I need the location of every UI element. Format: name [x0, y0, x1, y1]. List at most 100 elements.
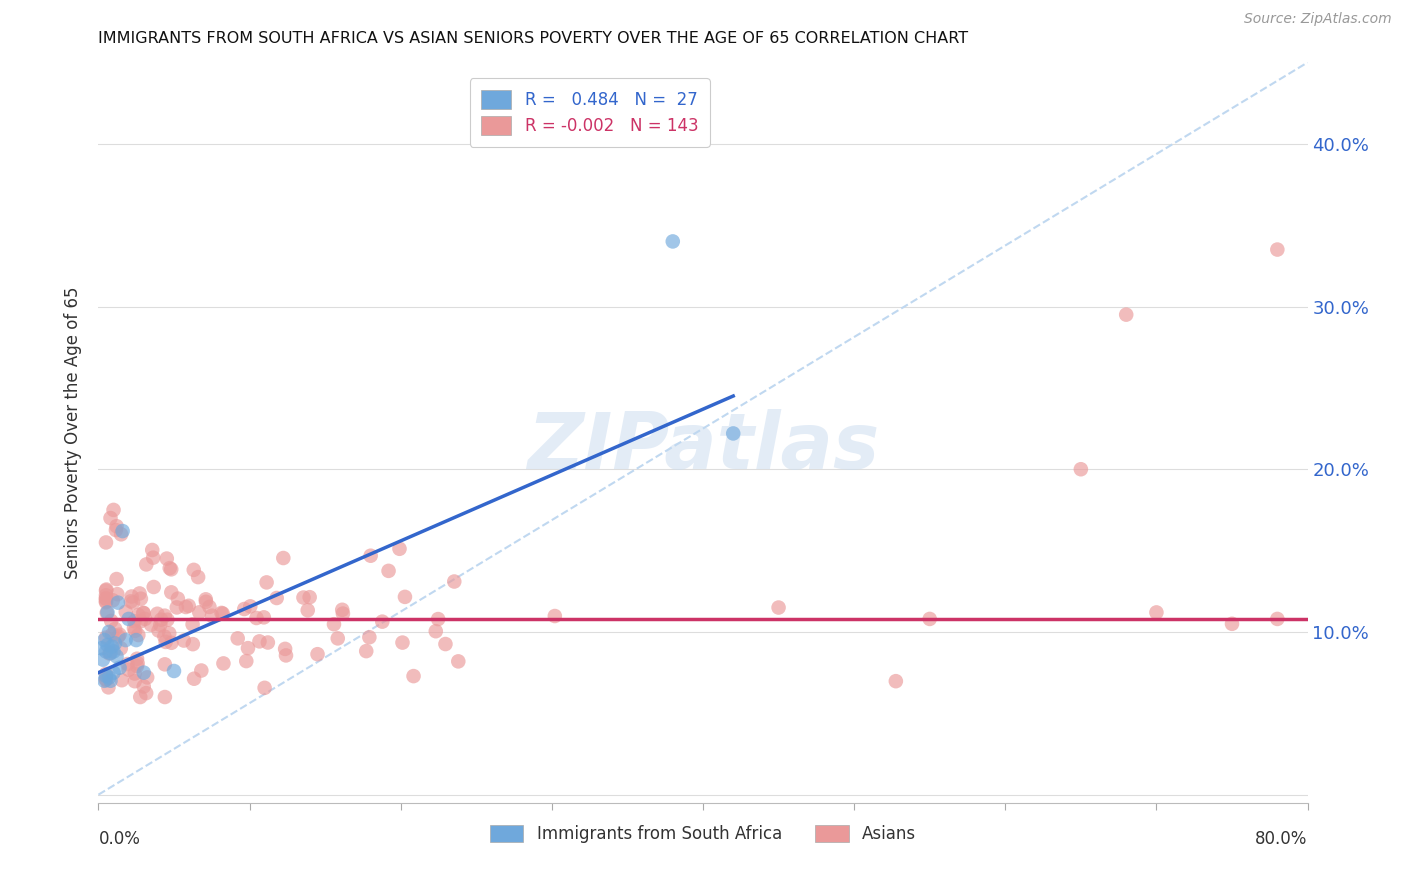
Point: [127, 608, 149, 623]
Point: [135, 686, 157, 700]
Point: [297, 603, 319, 617]
Point: [94, 666, 117, 681]
Point: [125, 659, 148, 673]
Point: [544, 609, 567, 624]
Point: [274, 648, 297, 663]
Point: [391, 635, 413, 649]
Point: [274, 641, 297, 656]
Text: IMMIGRANTS FROM SOUTH AFRICA VS ASIAN SENIORS POVERTY OVER THE AGE OF 65 CORRELA: IMMIGRANTS FROM SOUTH AFRICA VS ASIAN SE…: [98, 31, 969, 46]
Point: [94, 644, 117, 658]
Point: [122, 621, 145, 635]
Point: [98, 647, 121, 661]
Point: [90, 641, 112, 656]
Point: [768, 600, 790, 615]
Point: [96, 606, 118, 620]
Point: [98, 624, 121, 639]
Point: [198, 599, 221, 614]
Point: [156, 551, 179, 566]
Point: [100, 614, 122, 628]
Point: [156, 613, 179, 627]
Text: ZIPatlas: ZIPatlas: [527, 409, 879, 485]
Point: [94, 591, 117, 606]
Point: [377, 564, 399, 578]
Point: [96, 582, 118, 597]
Point: [307, 647, 329, 661]
Point: [388, 541, 411, 556]
Point: [108, 627, 131, 641]
Point: [132, 680, 155, 694]
Point: [94, 591, 117, 606]
Point: [166, 600, 188, 615]
Point: [443, 574, 465, 589]
Point: [128, 586, 150, 600]
Point: [101, 593, 124, 607]
Point: [211, 607, 233, 621]
Point: [94, 595, 117, 609]
Point: [108, 661, 131, 675]
Point: [101, 640, 124, 654]
Point: [173, 633, 195, 648]
Point: [149, 618, 172, 632]
Point: [94, 672, 117, 686]
Point: [105, 649, 128, 664]
Text: 80.0%: 80.0%: [1256, 830, 1308, 847]
Point: [142, 550, 165, 565]
Point: [107, 596, 129, 610]
Point: [94, 588, 117, 602]
Point: [326, 632, 349, 646]
Point: [110, 527, 132, 541]
Point: [235, 654, 257, 668]
Point: [330, 603, 353, 617]
Point: [114, 605, 136, 619]
Point: [110, 641, 132, 656]
Point: [142, 580, 165, 594]
Point: [100, 646, 122, 660]
Point: [118, 612, 141, 626]
Point: [661, 235, 683, 249]
Point: [97, 681, 120, 695]
Point: [105, 519, 128, 533]
Point: [190, 664, 212, 678]
Point: [124, 624, 146, 638]
Point: [359, 630, 381, 644]
Point: [188, 605, 211, 619]
Point: [226, 632, 249, 646]
Point: [256, 575, 278, 590]
Point: [96, 638, 118, 652]
Point: [360, 549, 382, 563]
Point: [132, 606, 155, 620]
Point: [233, 602, 256, 616]
Point: [141, 543, 163, 558]
Point: [183, 672, 205, 686]
Point: [100, 673, 122, 688]
Point: [125, 633, 148, 648]
Point: [104, 636, 127, 650]
Point: [292, 591, 315, 605]
Point: [153, 657, 176, 672]
Point: [107, 629, 129, 643]
Point: [148, 624, 170, 638]
Point: [129, 591, 152, 606]
Point: [239, 599, 262, 614]
Point: [153, 690, 176, 704]
Point: [98, 671, 121, 685]
Point: [266, 591, 288, 605]
Point: [94, 673, 117, 687]
Point: [91, 652, 114, 666]
Point: [723, 426, 745, 441]
Point: [157, 626, 180, 640]
Point: [1144, 606, 1167, 620]
Point: [104, 523, 127, 537]
Point: [332, 607, 354, 621]
Point: [323, 617, 346, 632]
Point: [117, 657, 139, 671]
Point: [181, 617, 204, 632]
Point: [1070, 462, 1092, 476]
Point: [111, 524, 134, 538]
Point: [1267, 612, 1289, 626]
Point: [201, 608, 224, 623]
Point: [135, 558, 157, 572]
Point: [111, 673, 134, 688]
Point: [394, 590, 416, 604]
Point: [150, 613, 173, 627]
